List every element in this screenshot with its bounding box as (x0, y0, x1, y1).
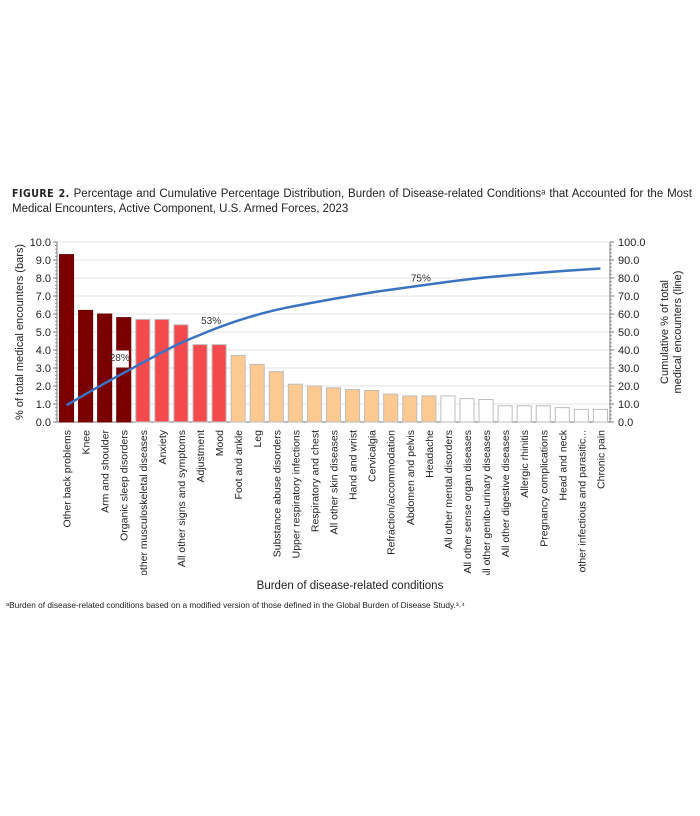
x-tick-label: All other sense organ diseases (462, 430, 474, 574)
bar (497, 405, 513, 423)
bar (554, 407, 570, 423)
bar (78, 309, 94, 423)
x-tick-label: Organic sleep disorders (119, 430, 131, 541)
x-tick-label: Cervicalgia (367, 430, 379, 482)
bar (97, 313, 113, 423)
y-axis-label-right-1: Cumulative % of total (659, 280, 671, 384)
bar (287, 383, 303, 423)
label-background (113, 350, 129, 368)
x-tick-label: Arm and shoulder (100, 430, 112, 513)
x-tick-label: Mood (214, 430, 226, 456)
bar (268, 371, 284, 423)
bar (383, 393, 399, 423)
footnote: ᵃBurden of disease-related conditions ba… (6, 600, 465, 610)
x-tick-label: Anxiety (157, 429, 169, 464)
x-tick-label: Refraction/accommodation (386, 430, 398, 555)
bar (440, 395, 456, 423)
y-tick-label-left: 4.0 (36, 345, 51, 357)
bar (325, 387, 342, 423)
y-tick-label-right: 70.0 (618, 291, 639, 303)
y-tick-label-right: 30.0 (618, 363, 639, 375)
pareto-chart: 0.0 0.0 1.0 10.0 2.0 20.0 3.0 30.0 4.0 40.0 5.0 50.… (14, 237, 684, 575)
bar (135, 318, 151, 423)
x-tick-label: Adjustment (195, 430, 207, 483)
bar (192, 344, 208, 423)
x-tick-label: Substance abuse disorders (271, 430, 283, 557)
bar (516, 405, 532, 423)
bar (345, 389, 361, 423)
x-tick-label: Knee (81, 430, 93, 455)
cumulative-line (65, 267, 601, 407)
y-tick-label-left: 6.0 (36, 309, 51, 321)
bar (211, 344, 227, 423)
x-tick-label: Head and neck (557, 429, 569, 500)
x-tick-label: Allergic rhinitis (519, 430, 531, 498)
bar (535, 405, 551, 423)
y-tick-label-right: 80.0 (618, 273, 639, 285)
figure-title-text: Percentage and Cumulative Percentage Dis… (12, 188, 692, 215)
y-tick-label-left: 10.0 (30, 237, 51, 249)
annotation-label: 75% (411, 273, 431, 284)
y-tick-label-left: 1.0 (36, 399, 51, 411)
x-tick-label: Foot and ankle (233, 430, 245, 500)
y-tick-label-right: 0.0 (618, 417, 633, 429)
x-tick-label: All other digestive diseases (500, 430, 512, 557)
x-tick-label: All other genito-urinary diseases (481, 430, 493, 575)
y-tick-label-right: 60.0 (618, 309, 639, 321)
y-tick-label-right: 20.0 (618, 381, 639, 393)
bar (402, 395, 418, 423)
y-tick-label-right: 100.0 (618, 237, 646, 249)
y-tick-label-left: 7.0 (36, 291, 51, 303)
bar (459, 398, 475, 423)
x-tick-label: Other back problems (62, 430, 74, 527)
x-tick-label: All other mental disorders (443, 430, 455, 549)
x-tick-label: Chronic pain (595, 430, 607, 489)
y-tick-label-right: 40.0 (618, 345, 639, 357)
bar (478, 399, 494, 423)
x-tick-label: Hand and wrist (348, 430, 360, 500)
y-tick-label-left: 5.0 (36, 327, 51, 339)
x-tick-label: All other signs and symptoms (176, 430, 188, 567)
bar (421, 395, 437, 423)
y-tick-label-right: 50.0 (618, 327, 639, 339)
bar (249, 363, 265, 423)
annotation-label: 53% (201, 316, 221, 327)
bar (573, 408, 589, 423)
x-tick-label: Leg (252, 430, 264, 448)
figure-title: FIGURE 2. Percentage and Cumulative Perc… (12, 187, 692, 217)
bar (59, 254, 75, 423)
x-tick-label: Abdomen and pelvis (405, 430, 417, 525)
bar (230, 354, 246, 423)
x-tick-label: All other musculoskeletal diseases (138, 430, 150, 575)
x-tick-label: Pregnancy complications (538, 430, 550, 547)
bar (173, 324, 189, 423)
y-tick-label-left: 0.0 (36, 417, 51, 429)
x-tick-label: All other skin diseases (329, 430, 341, 534)
y-tick-label-right: 10.0 (618, 399, 639, 411)
bar (154, 318, 170, 423)
y-tick-label-left: 9.0 (36, 255, 51, 267)
figure-label: FIGURE 2. (12, 188, 70, 200)
y-tick-label-right: 90.0 (618, 255, 639, 267)
annotation-label: 28% (110, 353, 130, 364)
x-tick-label: All other infectious and parasitic... (576, 430, 588, 575)
x-tick-label: Upper respiratory infections (290, 430, 302, 558)
x-tick-label: Headache (424, 430, 436, 478)
y-tick-label-left: 3.0 (36, 363, 51, 375)
y-tick-label-left: 2.0 (36, 381, 51, 393)
x-tick-label: Respiratory and chest (309, 430, 321, 532)
y-tick-label-left: 8.0 (36, 273, 51, 285)
x-axis-label: Burden of disease-related conditions (256, 580, 444, 592)
bar (592, 408, 608, 423)
bar (364, 390, 380, 423)
bar (306, 385, 322, 423)
y-axis-label-right-2: medical encounters (line) (672, 271, 684, 394)
y-axis-label-left: % of total medical encounters (bars) (14, 244, 26, 420)
